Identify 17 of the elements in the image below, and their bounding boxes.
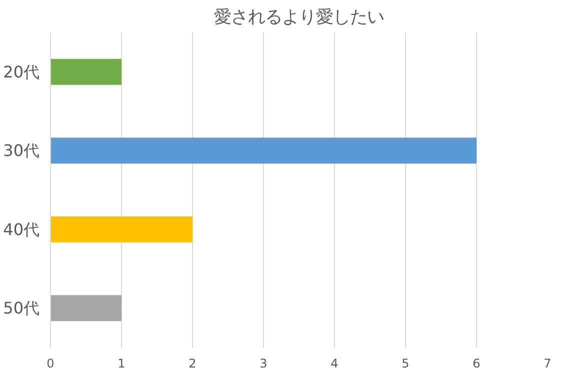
bar [50,58,122,85]
bar [50,138,476,164]
x-tick-label: 2 [188,356,196,370]
chart-title: 愛されるより愛したい [214,8,384,28]
x-tick-label: 4 [330,356,338,370]
x-tick-label: 5 [402,356,410,370]
x-tick-label: 1 [118,356,126,370]
bar [50,295,122,322]
x-tick-label: 0 [46,356,54,370]
bar [50,216,192,242]
y-tick-label: 40代 [3,220,40,239]
y-tick-label: 50代 [3,298,40,318]
x-tick-label: 6 [472,356,480,370]
x-tick-label: 7 [544,356,552,370]
y-tick-label: 20代 [3,62,40,82]
x-tick-label: 3 [260,356,268,370]
y-tick-label: 30代 [3,141,40,160]
